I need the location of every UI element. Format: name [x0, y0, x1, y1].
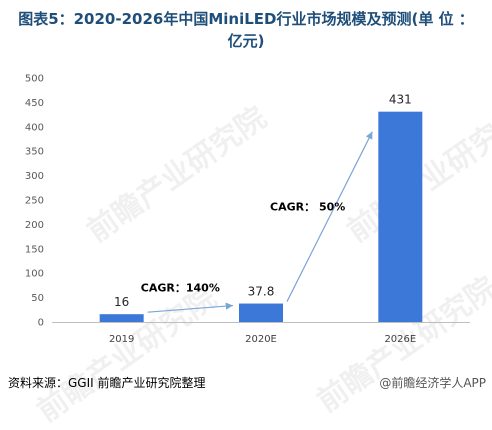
y-tick-label: 450: [25, 98, 44, 109]
source-note: 资料来源：GGII 前瞻产业研究院整理: [8, 376, 206, 390]
bar-chart: 0 50 100 150 200 250 300 350 400 450 500 16 2019 37.8…: [25, 74, 470, 345]
cagr-annotation: CAGR： 50%: [270, 201, 345, 214]
y-tick-label: 0: [38, 318, 44, 329]
y-tick-label: 400: [25, 122, 44, 133]
x-tick-label: 2019: [109, 334, 134, 345]
data-label: 37.8: [248, 285, 275, 299]
cagr-annotation: CAGR：140%: [141, 282, 220, 295]
x-tick-label: 2026E: [384, 334, 416, 345]
y-tick-label: 100: [25, 269, 44, 280]
y-tick-label: 300: [25, 171, 44, 182]
y-tick-label: 150: [25, 244, 44, 255]
chart-title-line-1: 图表5：2020-2026年中国MiniLED行业市场规模及预测(单 位 ：: [18, 10, 474, 28]
y-tick-label: 350: [25, 147, 44, 158]
y-tick-label: 500: [25, 74, 44, 85]
y-tick-label: 200: [25, 220, 44, 231]
chart-title-line-2: 亿元): [227, 32, 265, 50]
bar: [239, 303, 283, 322]
chart-title: 图表5：2020-2026年中国MiniLED行业市场规模及预测(单 位 ： 亿…: [0, 8, 492, 52]
bar: [99, 314, 144, 322]
growth-arrow: [147, 302, 234, 313]
growth-arrow: [286, 131, 373, 302]
data-label: 431: [389, 93, 412, 107]
brand-credit: @前瞻经济学人APP: [379, 376, 486, 390]
y-tick-label: 50: [31, 293, 44, 304]
data-label: 16: [114, 295, 129, 309]
bar: [378, 111, 423, 322]
y-tick-label: 250: [25, 196, 44, 207]
x-tick-label: 2020E: [245, 334, 277, 345]
